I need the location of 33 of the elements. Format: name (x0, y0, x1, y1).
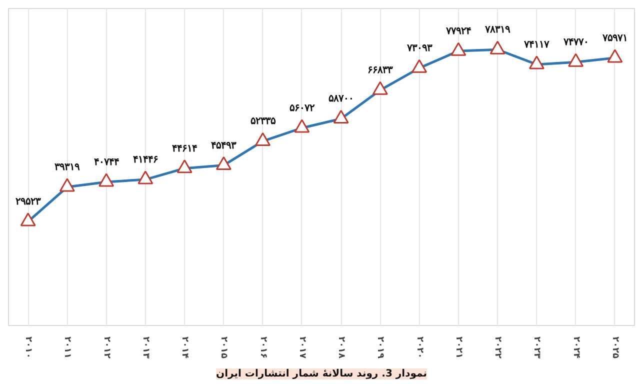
x-tick-label: ۲۰۱۴ (180, 336, 190, 359)
data-label: ۴۱۴۴۶ (132, 154, 158, 166)
x-tick-label: ۲۰۱۱ (62, 336, 72, 358)
x-tick-label: ۲۰۱۲ (101, 336, 112, 359)
text: نمودار 3. روند سالانهٔ شمار انتشارات ایران (216, 368, 427, 380)
x-tick-label: ۲۰۲۴ (570, 336, 581, 359)
x-tick-label: ۲۰۱۷ (296, 336, 307, 359)
x-tick-label: ۲۰۲۳ (532, 336, 542, 359)
data-label: ۵۸۷۰۰ (328, 94, 354, 105)
data-label: ۴۴۶۱۴ (172, 143, 198, 154)
x-tick-label: ۲۰۲۰ (414, 336, 424, 358)
x-tick-label: ۲۰۲۵ (610, 336, 620, 359)
data-label: ۷۵۹۷۱ (601, 32, 628, 44)
x-tick-label: ۲۰۲۲ (492, 336, 503, 359)
x-tick-label: ۲۰۱۳ (140, 336, 150, 359)
data-label: ۴۵۴۹۳ (211, 140, 238, 152)
x-tick-label: ۲۰۱۵ (218, 336, 229, 359)
data-label: ۵۶۰۷۲ (289, 103, 316, 114)
data-label: ۵۲۳۳۵ (250, 116, 276, 128)
data-label: ۳۹۳۱۹ (54, 162, 81, 174)
x-tick-label: ۲۰۱۸ (336, 336, 346, 359)
data-label: ۷۷۹۲۴ (444, 26, 471, 38)
data-label: ۷۸۳۱۹ (484, 24, 512, 36)
data-label: ۷۴۱۱۷ (523, 39, 550, 50)
data-label: ۶۶۸۳۳ (368, 65, 394, 76)
x-tick-label: ۲۰۲۱ (453, 336, 464, 358)
data-label: ۴۰۷۴۴ (94, 156, 119, 168)
data-label: ۲۹۵۲۳ (16, 196, 42, 208)
x-tick-label: ۲۰۱۹ (375, 336, 386, 359)
x-tick-label: ۲۰۱۶ (258, 336, 268, 358)
data-label: ۷۳۰۹۳ (406, 43, 433, 54)
data-label: ۷۴۷۷۰ (562, 37, 588, 48)
x-tick-label: ۲۰۱۰ (23, 336, 34, 358)
